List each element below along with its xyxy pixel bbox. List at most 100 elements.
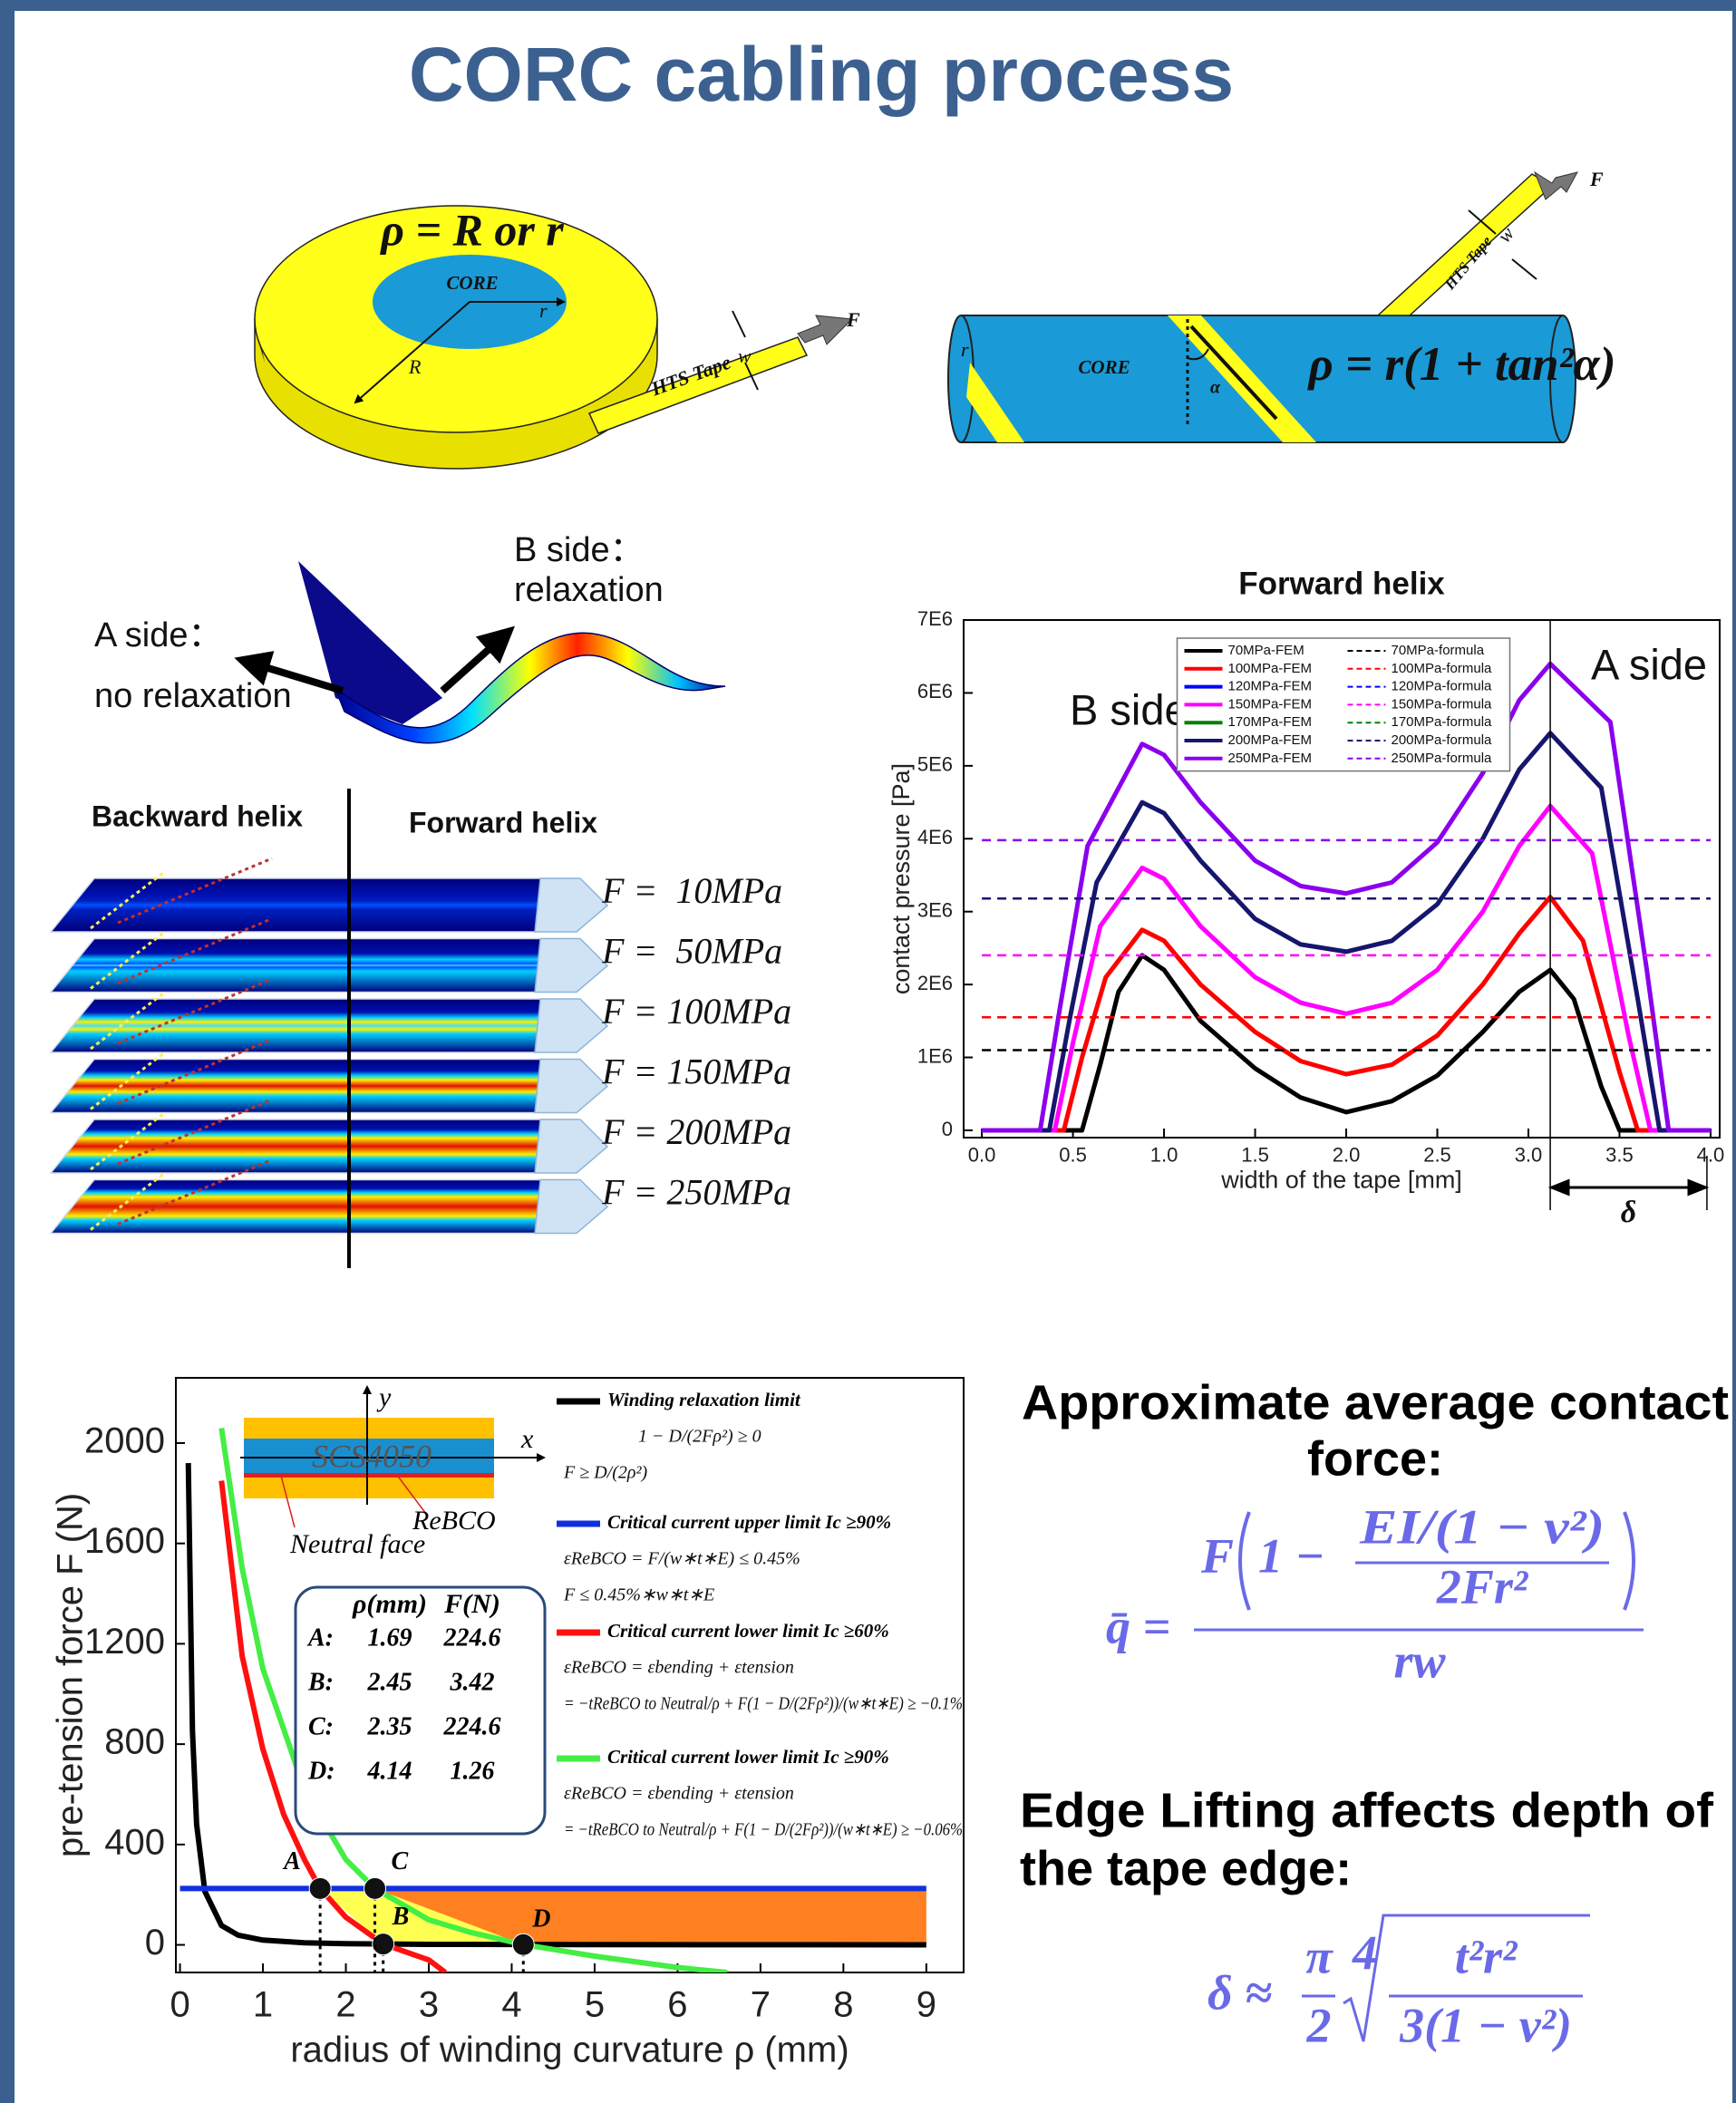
table-header: ρ(mm)	[352, 1589, 427, 1619]
legend-label: 150MPa-FEM	[1228, 696, 1313, 712]
helix-diagram: B side： relaxation A side： no relaxation	[94, 531, 725, 743]
plate	[51, 1180, 577, 1234]
x-tick-label: 2.5	[1423, 1144, 1451, 1167]
y-tick-label: 800	[104, 1722, 165, 1762]
y-tick-label: 2000	[84, 1421, 165, 1461]
legend-label: 70MPa-formula	[1392, 643, 1485, 658]
lhs: δ ≈	[1207, 1965, 1272, 2020]
chart: 01234567890400800120016002000radius of w…	[51, 1378, 964, 2070]
legend-formula: F ≤ 0.45%∗w∗t∗E	[563, 1585, 714, 1605]
plate	[51, 1060, 577, 1113]
x-tick-label: 4	[501, 1985, 521, 2025]
plate-end	[535, 1119, 607, 1173]
x-tick-label: 1.0	[1150, 1144, 1178, 1167]
table-cell: 1.69	[368, 1623, 412, 1652]
paren	[1624, 1512, 1634, 1610]
plate-end	[535, 999, 607, 1052]
force-arrow	[798, 315, 852, 344]
legend-label: 250MPa-FEM	[1228, 751, 1313, 766]
legend-label: 150MPa-formula	[1392, 696, 1493, 712]
legend-label: 200MPa-formula	[1392, 732, 1493, 748]
table-cell: 224.6	[443, 1712, 501, 1740]
legend-label: 170MPa-FEM	[1228, 714, 1313, 730]
r-label: r	[961, 338, 969, 361]
table-cell: 1.26	[451, 1757, 495, 1785]
legend-label: Critical current lower limit Ic ≥60%	[607, 1620, 889, 1642]
legend-formula: = −tReBCO to Neutral/ρ + F(1 − D/(2Fρ²))…	[564, 1694, 963, 1714]
force-label: F = 10MPa	[601, 870, 782, 911]
y-axis-label: contact pressure [Pa]	[887, 763, 915, 994]
point-label: B	[392, 1903, 410, 1931]
core-label: CORE	[446, 272, 498, 294]
heading: Edge Lifting affects depth of	[1020, 1783, 1714, 1837]
two: 2	[1306, 1998, 1332, 2052]
y-tick-label: 5E6	[917, 753, 953, 776]
table-cell: 224.6	[443, 1623, 501, 1652]
table-cell: 4.14	[367, 1757, 412, 1785]
x-tick-label: 0	[170, 1985, 189, 2025]
plate	[51, 878, 577, 932]
a-side-label: A side：	[94, 616, 223, 654]
disk-formula: ρ = R or r	[379, 204, 564, 255]
denominator: 3(1 − ν²)	[1399, 1998, 1572, 2052]
x-tick-label: 3.0	[1515, 1144, 1543, 1167]
plate-end	[535, 878, 607, 932]
r-label: r	[539, 299, 548, 322]
b-side-note: relaxation	[514, 571, 664, 609]
force-label: F = 200MPa	[601, 1111, 791, 1152]
plate	[51, 939, 577, 993]
numerator: t²r²	[1455, 1929, 1518, 1983]
y-tick-label: 2E6	[917, 972, 953, 994]
legend-label: 100MPa-formula	[1392, 661, 1493, 676]
y-tick-label: 1600	[84, 1521, 165, 1561]
F-label: F	[1589, 168, 1604, 190]
legend-formula: 1 − D/(2Fρ²) ≥ 0	[638, 1427, 761, 1447]
x-tick-label: 5	[585, 1985, 605, 2025]
x-axis-label: width of the tape [mm]	[1220, 1167, 1462, 1194]
x-axis-label: radius of winding curvature ρ (mm)	[290, 2030, 849, 2070]
cylinder-diagram: CORE α r ρ = r(1 + tan²α) F w HTS Tape	[948, 168, 1616, 442]
width-mark	[732, 311, 745, 337]
y-tick-label: 400	[104, 1822, 165, 1862]
plate	[51, 1119, 577, 1173]
y-tick-label: 7E6	[917, 607, 953, 630]
x-tick-label: 8	[833, 1985, 853, 2025]
x-tick-label: 4.0	[1697, 1144, 1725, 1167]
x-tick-label: 7	[751, 1985, 771, 2025]
point	[512, 1933, 534, 1955]
frame-top	[0, 0, 1736, 11]
frame-left	[0, 0, 15, 2103]
annotation: B side	[1070, 685, 1188, 733]
disk-diagram: ρ = R or r CORE r R HTS Tape w F	[255, 204, 860, 469]
paren	[1240, 1512, 1249, 1610]
legend-label: 250MPa-formula	[1392, 751, 1493, 766]
force-label: F = 100MPa	[601, 991, 791, 1032]
table-label: A:	[306, 1623, 334, 1652]
legend-label: 170MPa-formula	[1392, 714, 1493, 730]
force-label: F = 150MPa	[601, 1052, 791, 1092]
chart-title: Forward helix	[1238, 566, 1445, 601]
y-tick-label: 0	[145, 1923, 165, 1962]
width-mark	[1512, 259, 1537, 279]
table-cell: 3.42	[450, 1668, 495, 1696]
alpha-label: α	[1210, 378, 1221, 398]
edge-lifting: Edge Lifting affects depth of the tape e…	[1020, 1783, 1714, 2052]
point-label: D	[531, 1905, 550, 1933]
heading: Approximate average contact	[1022, 1375, 1729, 1429]
cylinder-formula: ρ = r(1 + tan²α)	[1306, 338, 1615, 391]
contact-force: Approximate average contact force: q̄ = …	[1022, 1375, 1729, 1688]
y-tick-label: 1200	[84, 1622, 165, 1662]
plate-end	[535, 939, 607, 993]
lead: 1 −	[1258, 1528, 1324, 1583]
point-label: A	[282, 1847, 301, 1875]
layers-diagram: Backward helix Forward helix F = 10MPaF …	[51, 789, 791, 1268]
pi: π	[1305, 1929, 1334, 1983]
y-tick-label: 1E6	[917, 1044, 953, 1067]
y-tick-label: 0	[942, 1118, 953, 1140]
legend-label: Critical current lower limit Ic ≥90%	[607, 1746, 889, 1768]
F-label: F	[846, 308, 860, 331]
backward-label: Backward helix	[92, 800, 303, 832]
x-tick-label: 2.0	[1333, 1144, 1361, 1167]
a-side-note: no relaxation	[94, 677, 292, 715]
